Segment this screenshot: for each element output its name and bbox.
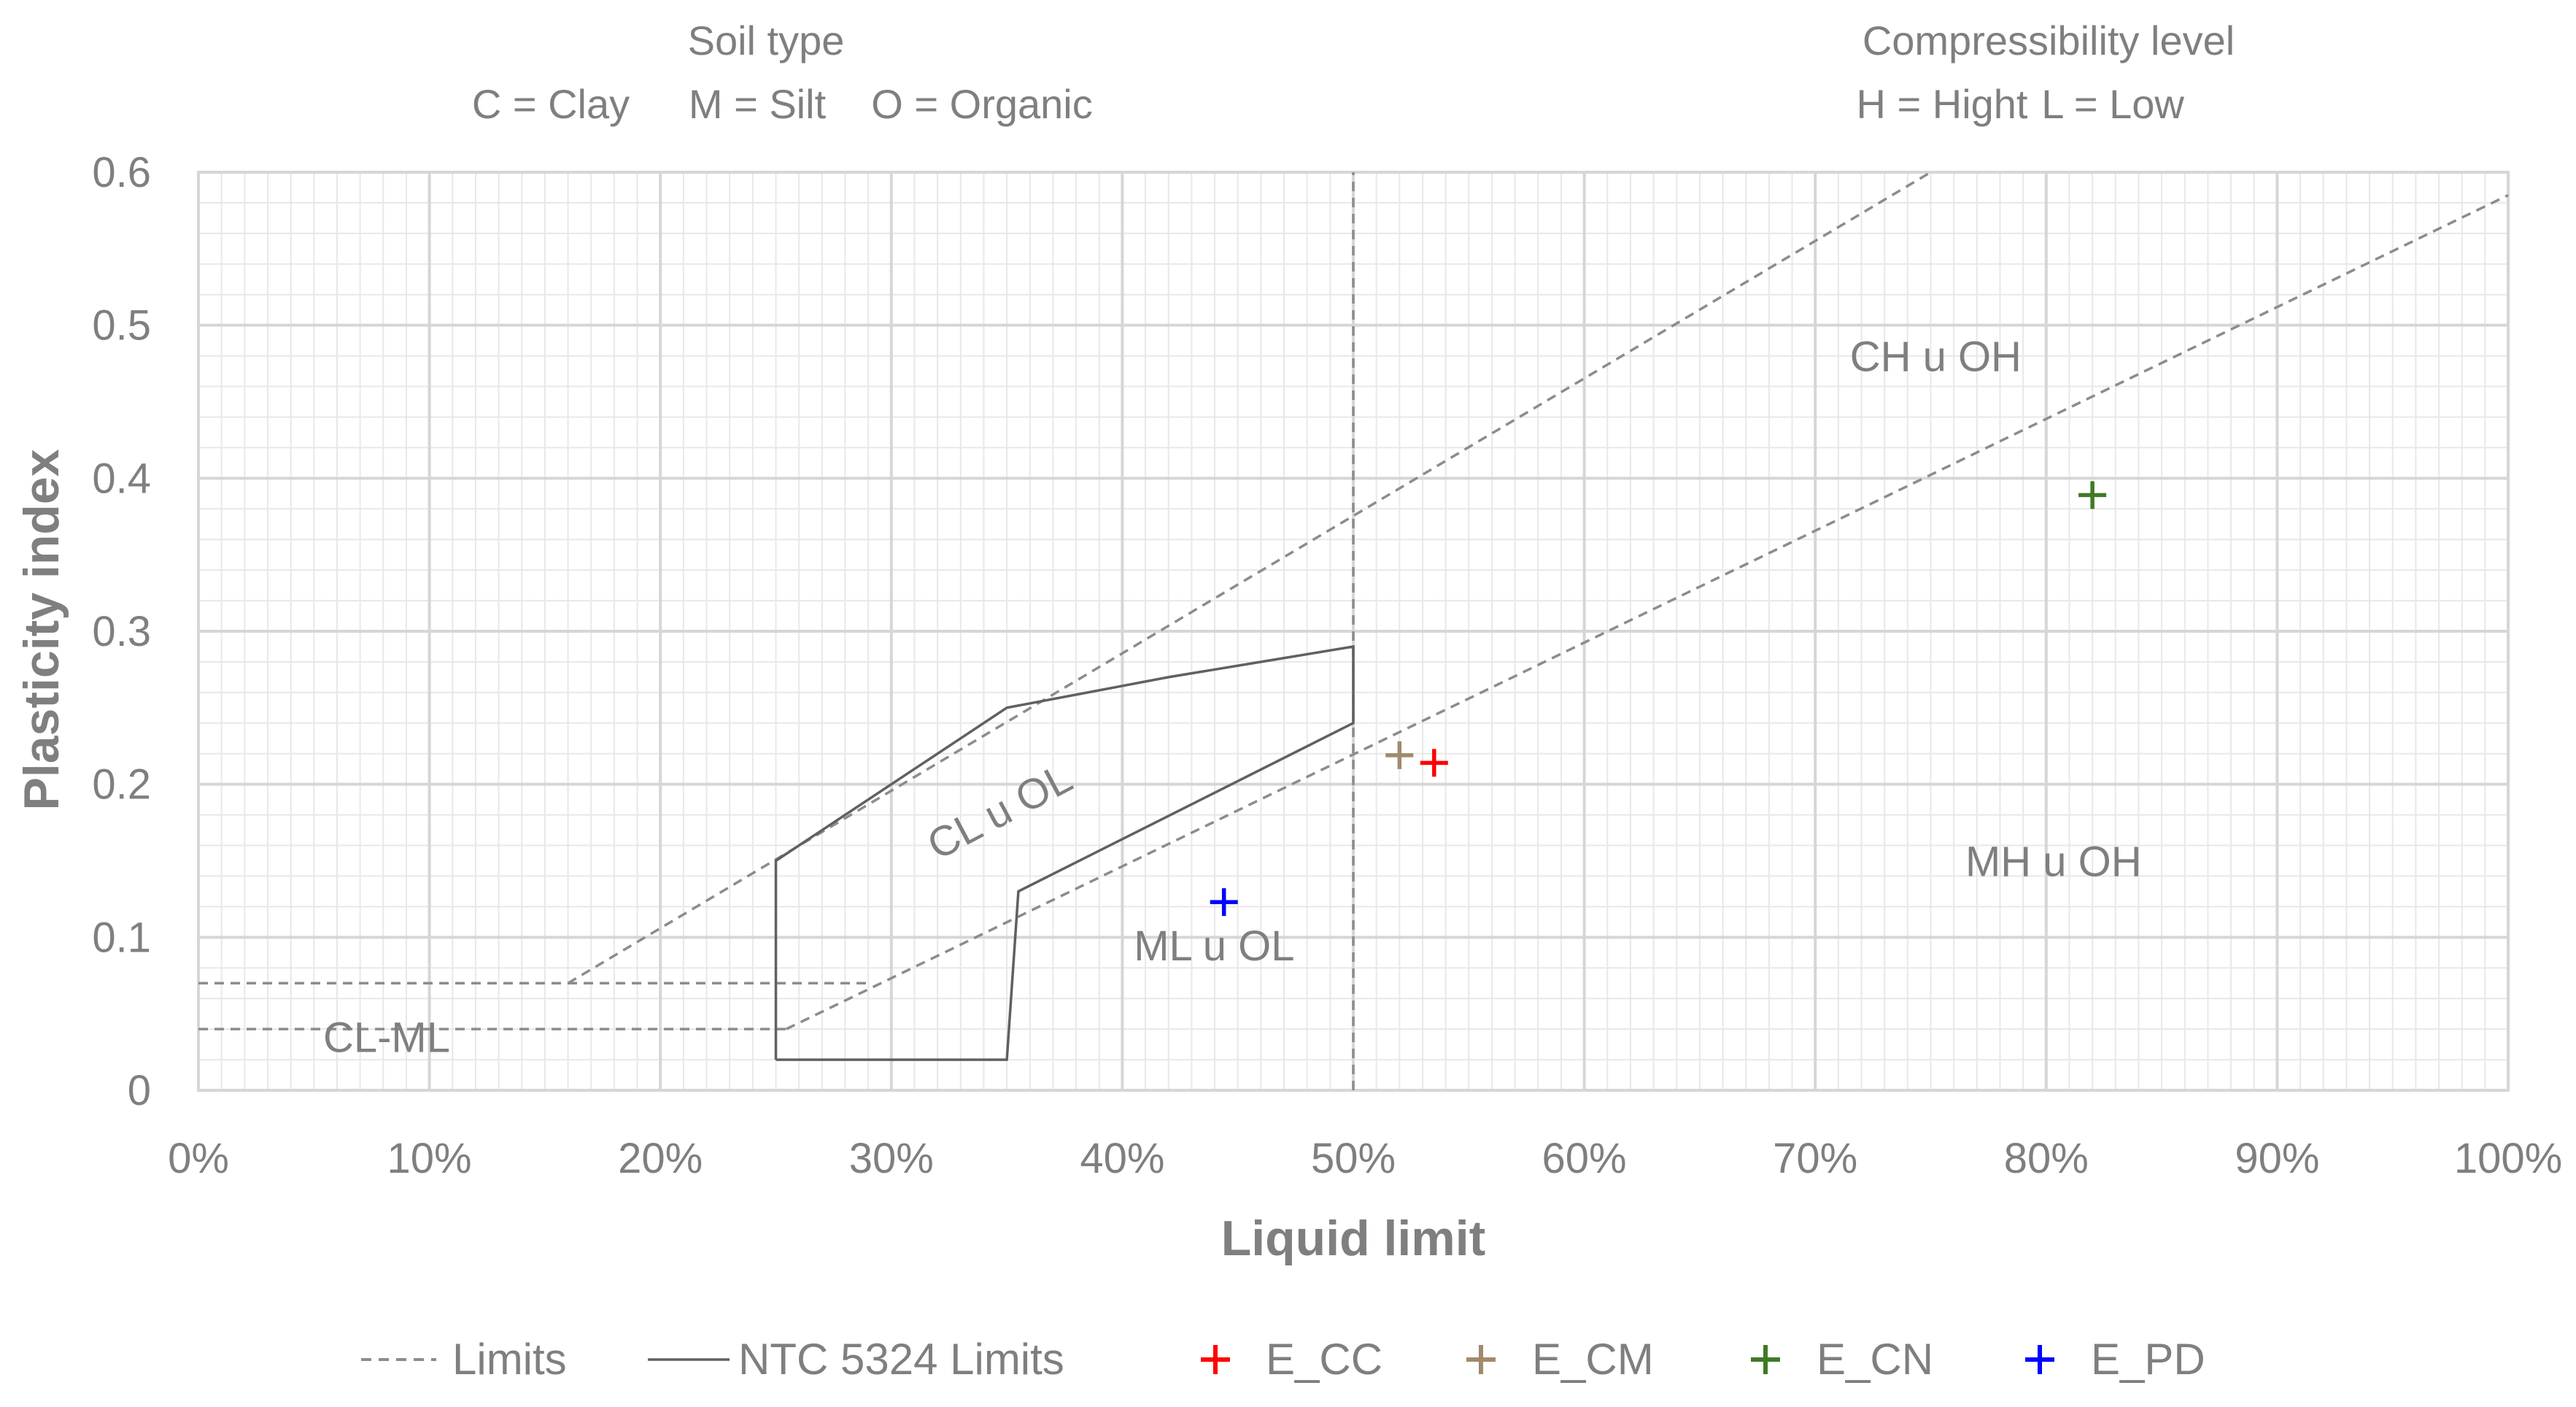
soil-type-organic: O = Organic [871,81,1092,127]
legend-item-e-cc: E_CC [1201,1335,1382,1384]
marker-e-pd [1210,888,1238,917]
soil-type-clay: C = Clay [472,81,630,127]
x-axis-ticks: 0% 10% 20% 30% 40% 50% 60% 70% 80% 90% 100% [168,1135,2562,1182]
legend-e-cc-label: E_CC [1266,1335,1382,1384]
x-tick-label: 10% [387,1135,472,1182]
limit-line-2 [785,193,2509,1030]
compressibility-low: L = Low [2041,81,2184,127]
y-tick-label: 0.5 [92,302,151,350]
legend-item-e-cn: E_CN [1751,1335,1933,1384]
y-tick-label: 0.4 [92,455,151,502]
x-tick-label: 100% [2454,1135,2562,1182]
compressibility-high: H = Hight [1857,81,2028,127]
x-tick-label: 30% [849,1135,934,1182]
legend-e-pd-marker [2025,1345,2054,1374]
legend-item-e-pd: E_PD [2025,1335,2205,1384]
marker-e-cn [2078,481,2107,509]
region-label-cl-ml: CL-ML [323,1014,450,1062]
legend-e-cm-label: E_CM [1532,1335,1654,1384]
legend-ntc-label: NTC 5324 Limits [738,1335,1064,1384]
x-tick-label: 20% [618,1135,703,1182]
x-tick-label: 70% [1773,1135,1857,1182]
x-tick-label: 40% [1080,1135,1164,1182]
y-axis-label: Plasticity index [14,449,69,810]
y-axis-ticks: 0 0.1 0.2 0.3 0.4 0.5 0.6 [92,149,151,1114]
legend: Limits NTC 5324 Limits E_CC E_CM [361,1335,2205,1384]
y-tick-label: 0.6 [92,149,151,196]
data-markers [1210,481,2107,917]
region-label-ml-u-ol: ML u OL [1134,922,1294,970]
marker-e-cc [1420,749,1448,777]
legend-limits-label: Limits [452,1335,567,1384]
legend-e-cc-marker [1201,1345,1230,1374]
legend-e-cm-marker [1466,1345,1496,1374]
y-tick-label: 0.1 [92,914,151,961]
x-axis-label: Liquid limit [1221,1211,1486,1266]
compressibility-title: Compressibility level [1863,18,2235,63]
ntc-limits-polyline [774,644,1355,1061]
legend-e-cn-label: E_CN [1817,1335,1933,1384]
legend-item-limits: Limits [361,1335,567,1384]
soil-type-title: Soil type [688,18,845,63]
legend-e-cn-marker [1751,1345,1780,1374]
x-tick-label: 50% [1311,1135,1396,1182]
header: Soil type C = Clay M = Silt O = Organic … [472,18,2235,127]
x-tick-label: 80% [2004,1135,2089,1182]
legend-item-e-cm: E_CM [1466,1335,1654,1384]
region-label-ch-u-oh: CH u OH [1850,334,2022,381]
y-tick-label: 0 [128,1067,151,1114]
legend-e-pd-label: E_PD [2091,1335,2205,1384]
region-label-mh-u-oh: MH u OH [1965,838,2142,885]
soil-type-silt: M = Silt [689,81,827,127]
x-tick-label: 60% [1542,1135,1627,1182]
marker-e-cm [1385,741,1414,769]
legend-item-ntc: NTC 5324 Limits [648,1335,1064,1384]
x-tick-label: 90% [2235,1135,2319,1182]
y-tick-label: 0.2 [92,761,151,809]
y-tick-label: 0.3 [92,608,151,655]
ntc-limits-lines [774,644,1355,1061]
x-tick-label: 0% [168,1135,229,1182]
